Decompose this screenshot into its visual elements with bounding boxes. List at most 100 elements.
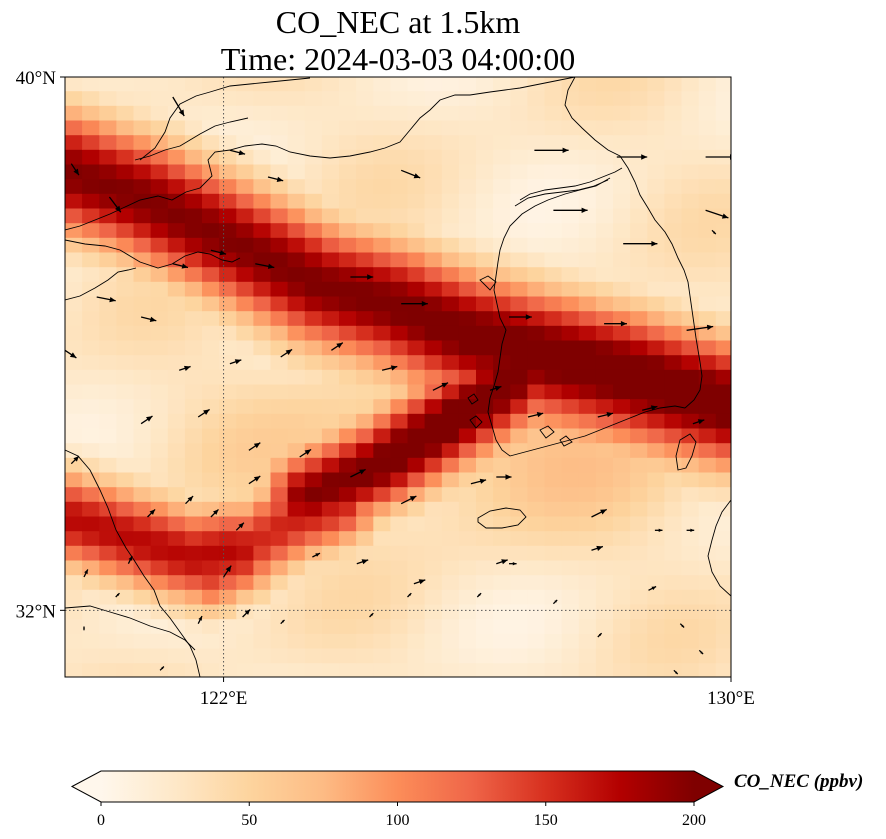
heatmap-cell (510, 442, 529, 458)
heatmap-cell (133, 589, 152, 605)
heatmap-cell (407, 266, 426, 282)
heatmap-cell (390, 163, 409, 180)
heatmap-cell (493, 354, 511, 370)
heatmap-cell (441, 163, 460, 180)
heatmap-cell (321, 501, 340, 517)
heatmap-cell (202, 325, 220, 341)
wind-arrow (698, 649, 704, 655)
heatmap-cell (202, 90, 220, 106)
heatmap-cell (698, 163, 717, 180)
heatmap-cell (441, 149, 460, 165)
heatmap-cell (715, 398, 731, 414)
heatmap-cell (99, 398, 118, 414)
heatmap-cell (424, 486, 443, 502)
heatmap-cell (698, 119, 717, 136)
heatmap-cell (304, 559, 323, 576)
heatmap-cell (356, 545, 374, 561)
heatmap-cell (424, 413, 443, 429)
heatmap-cell (116, 398, 135, 414)
heatmap-cell (373, 545, 392, 561)
heatmap-cell (270, 207, 289, 224)
colorbar: 0 50 100 150 200 CO_NEC (ppbv) (70, 770, 863, 829)
heatmap-cell (476, 178, 494, 194)
heatmap-cell (561, 163, 580, 180)
heatmap-cell (510, 603, 529, 620)
heatmap-cell (65, 647, 83, 664)
heatmap-cell (202, 310, 220, 326)
colorbar-tick-label: 200 (682, 812, 706, 829)
heatmap-cell (664, 134, 683, 150)
heatmap-cell (339, 222, 357, 238)
heatmap-cell (613, 178, 631, 194)
heatmap-cell (458, 589, 477, 605)
heatmap-cell (544, 222, 563, 238)
heatmap-cell (184, 559, 203, 576)
heatmap-cell (544, 105, 563, 121)
heatmap-cell (82, 501, 100, 517)
heatmap-cell (698, 134, 717, 150)
heatmap-cell (373, 486, 392, 502)
heatmap-cell (578, 119, 597, 136)
heatmap-cell (202, 471, 220, 488)
heatmap-cell (202, 501, 220, 517)
heatmap-cell (390, 222, 409, 238)
heatmap-cell (647, 310, 666, 326)
heatmap-cell (715, 281, 731, 297)
heatmap-cell (321, 574, 340, 590)
heatmap-cell (339, 178, 357, 194)
heatmap-cell (167, 149, 186, 165)
coastline-yangtze-estuary (65, 605, 196, 651)
heatmap-cell (458, 618, 477, 634)
heatmap-cell (493, 251, 511, 268)
heatmap-cell (253, 163, 272, 180)
heatmap-cell (527, 501, 546, 517)
heatmap-cell (458, 354, 477, 370)
heatmap-cell (99, 413, 118, 429)
heatmap-cell (647, 163, 666, 180)
heatmap-cell (390, 486, 409, 502)
wind-arrow (197, 408, 210, 418)
heatmap-cell (133, 618, 152, 634)
heatmap-cell (698, 207, 717, 224)
heatmap-cell (630, 471, 648, 488)
heatmap-cell (664, 163, 683, 180)
heatmap-cell (270, 486, 289, 502)
heatmap-cell (424, 574, 443, 590)
heatmap-cell (236, 237, 255, 253)
heatmap-cell (373, 77, 392, 92)
heatmap-cell (356, 325, 374, 341)
heatmap-cell (167, 413, 186, 429)
heatmap-cell (133, 442, 152, 458)
heatmap-cell (715, 559, 731, 576)
heatmap-cell (202, 647, 220, 664)
heatmap-cell (630, 178, 648, 194)
map-area[interactable] (65, 76, 736, 678)
heatmap-cell (595, 559, 614, 576)
heatmap-cell (630, 457, 648, 473)
heatmap-cell (287, 486, 306, 502)
heatmap-cell (424, 398, 443, 414)
jeju-island (477, 507, 527, 529)
heatmap-cell (373, 618, 392, 634)
heatmap-cell (202, 545, 220, 561)
heatmap-cell (99, 339, 118, 356)
heatmap-cell (698, 589, 717, 605)
heatmap-cell (458, 647, 477, 664)
heatmap-cell (82, 662, 100, 677)
heatmap-cell (184, 442, 203, 458)
heatmap-cell (184, 339, 203, 356)
heatmap-cell (476, 662, 494, 677)
heatmap-cell (510, 281, 529, 297)
heatmap-cell (458, 603, 477, 620)
heatmap-cell (493, 90, 511, 106)
heatmap-cell (373, 398, 392, 414)
heatmap-cell (287, 77, 306, 92)
heatmap-cell (270, 310, 289, 326)
heatmap-cell (407, 310, 426, 326)
heatmap-cell (373, 207, 392, 224)
heatmap-cell (561, 501, 580, 517)
heatmap-cell (561, 457, 580, 473)
heatmap-cell (304, 545, 323, 561)
heatmap-cell (116, 77, 135, 92)
heatmap-cell (476, 281, 494, 297)
